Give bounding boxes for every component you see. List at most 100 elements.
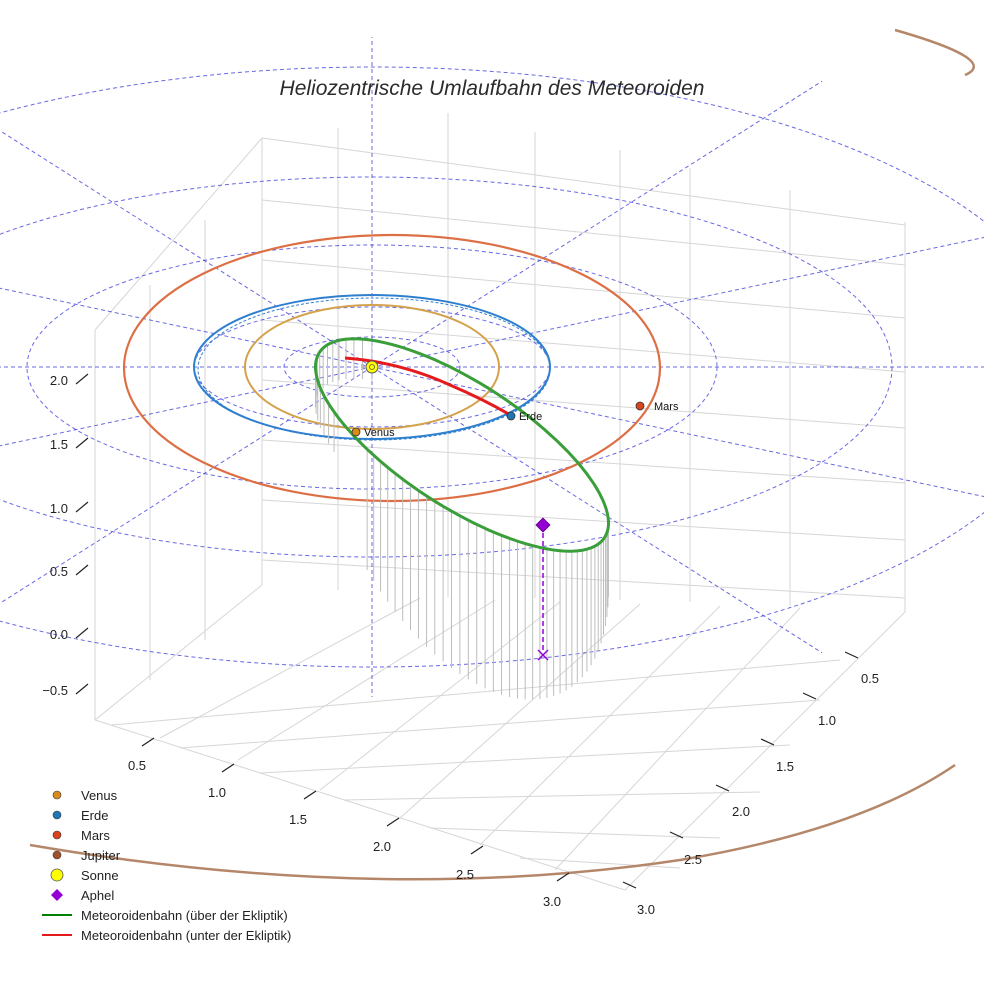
pane-line xyxy=(261,559,906,599)
chart-title: Heliozentrische Umlaufbahn des Meteoroid… xyxy=(280,77,705,100)
legend-label: Jupiter xyxy=(81,848,121,863)
pane-line xyxy=(261,259,906,319)
x-tick xyxy=(470,845,484,855)
z-tick-label: 1.5 xyxy=(50,437,68,452)
ecliptic-ray xyxy=(371,366,823,654)
y-tick-label: 2.0 xyxy=(732,804,750,819)
pane-line xyxy=(261,319,906,373)
earth-orbit xyxy=(193,294,551,440)
z-tick-label: 2.0 xyxy=(50,373,68,388)
legend-label: Erde xyxy=(81,808,108,823)
pane-line xyxy=(399,603,641,819)
z-tick-label: 0.0 xyxy=(50,627,68,642)
legend-item: Sonne xyxy=(50,868,119,883)
pane-line xyxy=(94,584,263,721)
y-tick-label: 1.0 xyxy=(818,713,836,728)
aphel-projection-mark xyxy=(537,649,549,661)
legend-label: Meteoroidenbahn (über der Ekliptik) xyxy=(81,908,288,923)
erde-marker xyxy=(506,411,516,421)
legend-label: Meteoroidenbahn (unter der Ekliptik) xyxy=(81,928,291,943)
jupiter-orbit-bottom xyxy=(29,763,956,881)
ecliptic-ray xyxy=(0,366,373,604)
legend-swatch xyxy=(50,868,64,882)
y-tick-label: 0.5 xyxy=(861,671,879,686)
ecliptic-ray xyxy=(371,236,984,368)
z-tick xyxy=(75,564,89,576)
planet-orbits xyxy=(29,28,975,881)
pane-line xyxy=(479,605,721,846)
y-tick xyxy=(669,831,684,839)
x-tick-label: 1.0 xyxy=(208,785,226,800)
pane-line xyxy=(519,857,681,869)
drop-lines xyxy=(314,338,609,700)
legend-label: Mars xyxy=(81,828,110,843)
z-tick xyxy=(75,373,89,385)
erde-label: Erde xyxy=(519,411,542,423)
legend-item: Erde xyxy=(52,808,108,823)
y-tick xyxy=(622,881,637,889)
pane-line xyxy=(94,719,626,891)
legend-item: Jupiter xyxy=(52,848,121,863)
legend-item: Aphel xyxy=(51,888,114,903)
pane-line xyxy=(429,827,721,839)
sun-core xyxy=(369,364,375,370)
x-tick-label: 2.5 xyxy=(456,867,474,882)
pane-line xyxy=(261,199,906,266)
z-tick-label: 0.5 xyxy=(50,564,68,579)
x-tick-label: 1.5 xyxy=(289,812,307,827)
pane-line xyxy=(237,599,496,761)
legend-label: Venus xyxy=(81,788,118,803)
pane-line xyxy=(344,791,761,801)
venus-orbit xyxy=(244,304,500,430)
jupiter-orbit-top xyxy=(894,28,975,77)
y-tick xyxy=(760,738,775,746)
x-tick-label: 0.5 xyxy=(128,758,146,773)
ecliptic-ray xyxy=(0,130,373,368)
pane-line xyxy=(261,379,906,429)
aphel-marker xyxy=(535,517,551,533)
z-tick-label: −0.5 xyxy=(42,683,68,698)
pane-line xyxy=(94,137,263,331)
pane-line xyxy=(159,597,421,739)
y-tick-label: 1.5 xyxy=(776,759,794,774)
pane-line xyxy=(259,744,791,774)
pane-line xyxy=(111,659,841,726)
legend-item: Mars xyxy=(52,828,110,843)
x-tick xyxy=(141,737,155,747)
meteoroid-orbit-above xyxy=(314,337,610,553)
x-tick-label: 2.0 xyxy=(373,839,391,854)
legend-swatch xyxy=(51,889,63,901)
legend-label: Aphel xyxy=(81,888,114,903)
pane-line xyxy=(554,607,801,871)
legend: Venus Erde Mars Jupiter Sonne Aphel Meteoroide… xyxy=(42,788,291,943)
venus-marker xyxy=(351,427,361,437)
z-tick xyxy=(75,627,89,639)
pane-line xyxy=(624,611,906,891)
pane-line xyxy=(261,137,906,226)
z-tick xyxy=(75,683,89,695)
legend-swatch xyxy=(52,810,62,820)
y-tick xyxy=(802,692,817,700)
legend-item: Venus xyxy=(52,788,118,803)
x-tick xyxy=(303,790,317,800)
ecliptic-ray xyxy=(371,80,823,368)
legend-item: Meteoroidenbahn (über der Ekliptik) xyxy=(42,908,288,923)
mars-marker xyxy=(635,401,645,411)
y-tick xyxy=(715,784,730,792)
y-tick-label: 3.0 xyxy=(637,902,655,917)
x-tick xyxy=(556,872,570,882)
legend-label: Sonne xyxy=(81,868,119,883)
y-tick xyxy=(844,651,859,659)
earth-orbit-trace xyxy=(197,297,551,441)
sun-marker xyxy=(365,360,379,374)
x-tick-label: 3.0 xyxy=(543,894,561,909)
z-tick-label: 1.0 xyxy=(50,501,68,516)
axes: −0.5 0.0 0.5 1.0 1.5 2.0 0.5 1.0 1.5 2.0 2.5 3.0 0.5… xyxy=(42,373,879,917)
y-tick-label: 2.5 xyxy=(684,852,702,867)
mars-label: Mars xyxy=(654,401,679,413)
x-tick xyxy=(221,763,235,773)
legend-item: Meteoroidenbahn (unter der Ekliptik) xyxy=(42,928,291,943)
pane-line xyxy=(261,499,906,541)
